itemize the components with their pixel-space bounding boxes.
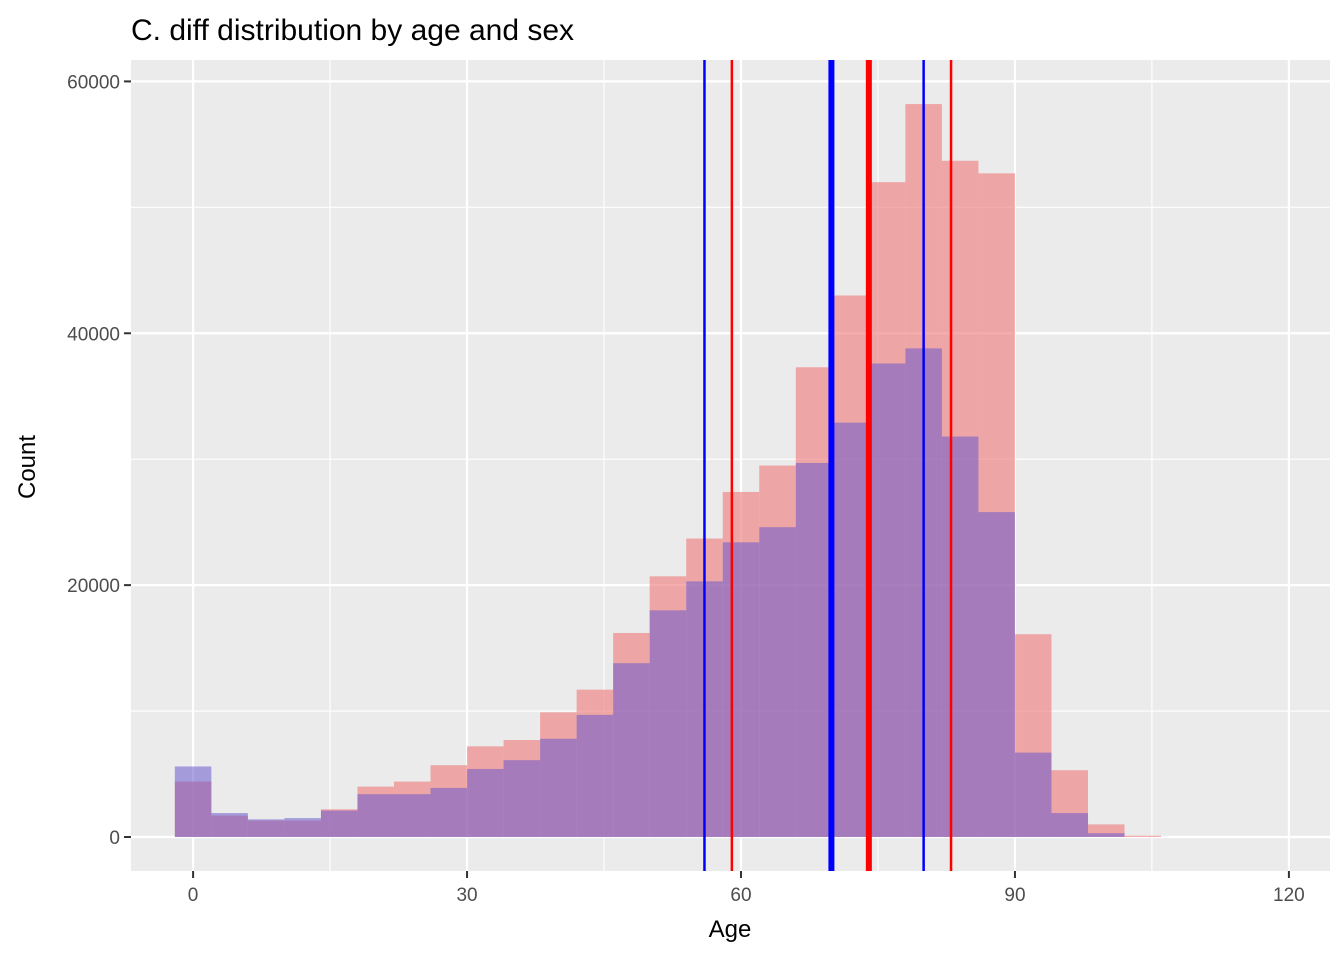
male-bar [795, 462, 833, 837]
male-bar [467, 768, 504, 837]
male-bar [613, 663, 650, 837]
male-bar [284, 818, 321, 837]
reference-lines [703, 60, 953, 871]
female-bar [1124, 835, 1162, 837]
y-tick-label: 20000 [67, 576, 120, 597]
male-bar [941, 436, 979, 837]
x-tick-label: 0 [188, 885, 199, 906]
male-bar [540, 738, 577, 837]
y-axis-title: Count [14, 435, 41, 499]
y-axis-ticks: 0 20000 40000 60000 [67, 72, 131, 849]
y-tick-label: 40000 [67, 324, 120, 345]
y-tick-label: 0 [109, 828, 120, 849]
male-bar [393, 794, 431, 837]
x-tick-label: 120 [1273, 885, 1305, 906]
male-bar [978, 512, 1015, 837]
male-bars [174, 348, 1125, 837]
male-bar [1088, 833, 1125, 837]
male-bar [649, 610, 687, 837]
x-axis-ticks: 0 30 60 90 120 [188, 871, 1305, 906]
male-bar [320, 810, 358, 837]
y-tick-label: 60000 [67, 72, 120, 93]
male-bar [247, 819, 285, 837]
male-bar [759, 527, 796, 837]
x-tick-label: 30 [456, 885, 477, 906]
male-bar [174, 766, 212, 837]
x-tick-label: 60 [730, 885, 751, 906]
male-bar [430, 787, 468, 837]
male-bar [1014, 752, 1052, 837]
male-bar [576, 714, 614, 837]
male-bar [211, 813, 248, 837]
male-bar [722, 542, 760, 837]
male-bar [868, 363, 906, 837]
x-axis-title: Age [709, 916, 752, 943]
chart-title: C. diff distribution by age and sex [131, 14, 574, 47]
male-bar [357, 794, 394, 837]
x-tick-label: 90 [1004, 885, 1025, 906]
male-bar [503, 760, 541, 837]
male-bar [832, 422, 869, 837]
male-bar [1051, 813, 1089, 837]
